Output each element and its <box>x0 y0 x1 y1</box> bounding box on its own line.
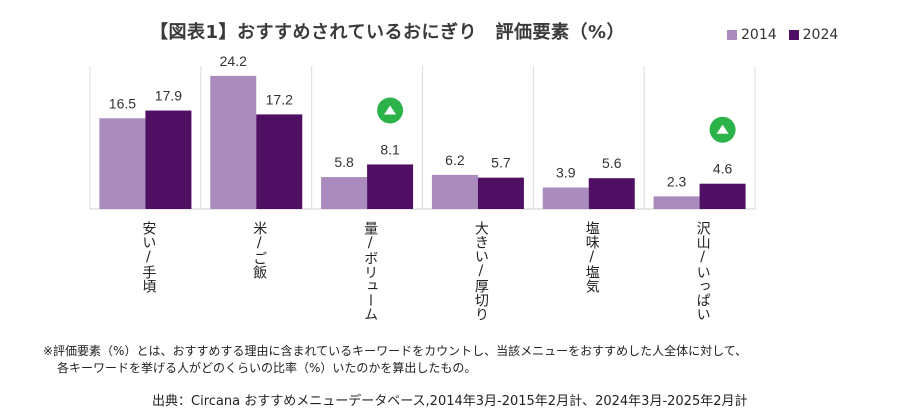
category-label: 沢山/いっぱい <box>695 221 711 321</box>
category-label: 大きい/厚切り <box>473 221 489 321</box>
bar-2014 <box>431 174 478 209</box>
legend-swatch-2024 <box>788 30 799 40</box>
footnote-line-1: ※評価要素（%）とは、おすすめする理由に含まれているキーワードをカウントし、当該… <box>43 344 748 358</box>
bar-chart: 16.5 17.9 安い/手頃 24.2 17.2 米/ご飯 5.8 8.1 量/ボリューム 6.… <box>89 53 756 321</box>
source-text: 出典：Circana おすすめメニューデータベース,2014年3月-2015年2… <box>152 394 748 409</box>
category-label: 塩味/塩気 <box>584 221 600 294</box>
footnote-line-2: 各キーワードを挙げる人がどのくらいの比率（%）いたのかを算出したもの。 <box>57 361 477 375</box>
legend: 2014 2024 <box>727 27 850 43</box>
bar-2024 <box>145 110 192 209</box>
legend-item-2024: 2024 <box>788 27 839 43</box>
up-arrow-glyph-icon <box>384 105 397 115</box>
data-label-2024: 4.6 <box>713 161 733 177</box>
category-label: 安い/手頃 <box>140 221 156 293</box>
bar-2024 <box>256 114 303 209</box>
category-label: 米/ご飯 <box>251 221 267 279</box>
bar-2014 <box>99 118 146 209</box>
footnote: ※評価要素（%）とは、おすすめする理由に含まれているキーワードをカウントし、当該… <box>43 343 747 377</box>
category-label: 量/ボリューム <box>362 221 378 321</box>
bar-2024 <box>588 178 635 209</box>
bar-2014 <box>653 196 700 209</box>
bar-2014 <box>542 187 589 209</box>
data-label-2024: 17.2 <box>266 91 293 107</box>
data-label-2024: 5.7 <box>491 155 511 171</box>
bar-2024 <box>477 177 524 209</box>
data-label-2014: 24.2 <box>220 53 247 69</box>
bar-2024 <box>699 183 746 209</box>
legend-swatch-2014 <box>727 30 737 40</box>
legend-item-2014: 2014 <box>727 27 777 43</box>
data-label-2014: 6.2 <box>445 152 465 168</box>
data-label-2024: 17.9 <box>155 88 182 104</box>
data-label-2024: 5.6 <box>602 155 622 171</box>
bar-2014 <box>210 75 257 210</box>
data-label-2014: 2.3 <box>667 173 687 189</box>
data-label-2014: 5.8 <box>334 154 354 170</box>
data-label-2014: 3.9 <box>556 165 576 181</box>
chart-title: 【図表1】おすすめされているおにぎり 評価要素（%） <box>150 22 626 43</box>
data-label-2024: 8.1 <box>380 141 400 157</box>
legend-label-2024: 2024 <box>802 27 839 43</box>
up-arrow-glyph-icon <box>716 124 729 134</box>
bar-2024 <box>367 164 414 209</box>
bar-2014 <box>321 177 368 209</box>
legend-label-2014: 2014 <box>741 27 777 43</box>
data-label-2014: 16.5 <box>109 95 136 111</box>
